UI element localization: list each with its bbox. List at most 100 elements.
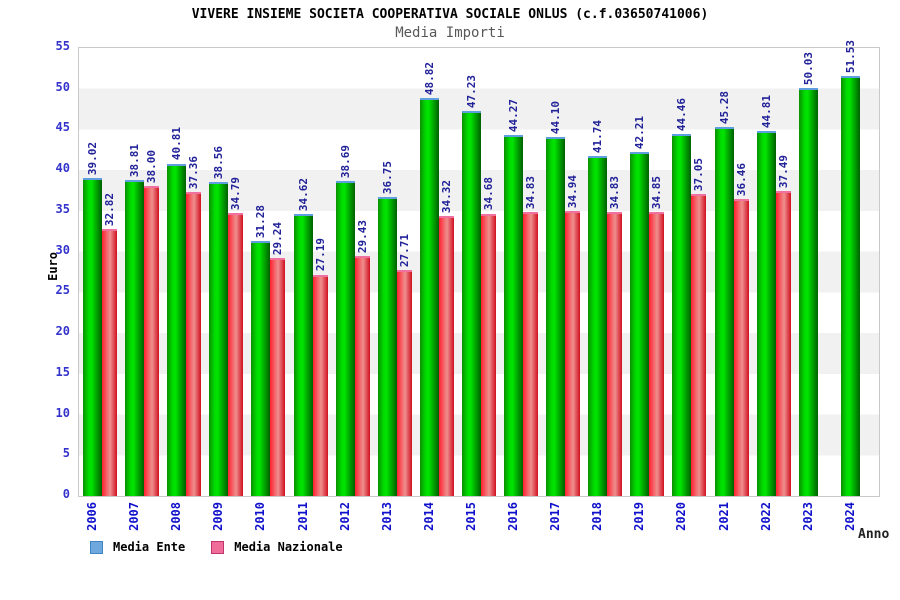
- y-tick-35: 35: [55, 201, 70, 216]
- bar-media-ente-2022: [756, 131, 776, 496]
- bar-media-ente-2021: [714, 127, 734, 496]
- bar-media-nazionale-2012: [354, 256, 370, 496]
- bar-group-2021: 45.28 36.46: [711, 48, 753, 496]
- bar-media-ente-2011: [293, 214, 313, 496]
- x-tick-2010: 2010: [253, 502, 268, 531]
- bar-media-nazionale-2013: [396, 270, 412, 496]
- bar-media-nazionale-2009: [228, 212, 244, 496]
- bar-value-media-ente-2007: 38.81: [128, 143, 142, 177]
- bar-media-nazionale-2016: [523, 212, 539, 496]
- y-tick-0: 0: [62, 487, 70, 501]
- bar-value-media-ente-2017: 44.10: [549, 100, 563, 134]
- x-tick-2015: 2015: [463, 502, 478, 531]
- bar-group-2019: 42.21 34.85: [626, 48, 668, 496]
- bar-group-2014: 48.82 34.32: [416, 48, 458, 496]
- bar-group-2011: 34.62 27.19: [290, 48, 332, 496]
- bar-value-media-nazionale-2016: 34.83: [524, 176, 538, 210]
- bar-group-2016: 44.27 34.83: [500, 48, 542, 496]
- legend-item-media-ente: Media Ente: [90, 540, 185, 554]
- legend-swatch-icon: [211, 540, 225, 554]
- bar-media-nazionale-2011: [312, 274, 328, 496]
- bar-media-ente-2017: [546, 136, 566, 496]
- x-tick-2023: 2023: [800, 502, 815, 531]
- legend-label: Media Nazionale: [234, 540, 343, 554]
- bar-value-media-ente-2006: 39.02: [86, 142, 99, 176]
- bar-group-2023: 50.03: [795, 48, 837, 496]
- x-tick-2022: 2022: [758, 502, 773, 531]
- bar-media-ente-2018: [588, 156, 608, 496]
- y-tick-15: 15: [55, 364, 70, 379]
- bar-value-media-ente-2016: 44.27: [507, 99, 521, 133]
- bar-media-nazionale-2019: [649, 212, 665, 496]
- bar-value-media-nazionale-2017: 34.94: [566, 175, 580, 209]
- x-axis-label: Anno: [858, 527, 890, 542]
- x-tick-2008: 2008: [169, 502, 184, 531]
- bar-group-2009: 38.56 34.79: [205, 48, 247, 496]
- bar-media-nazionale-2014: [438, 216, 454, 496]
- bar-value-media-ente-2021: 45.28: [717, 91, 731, 125]
- legend: Media Ente Media Nazionale: [90, 540, 369, 554]
- bar-value-media-ente-2011: 34.62: [296, 177, 310, 212]
- bar-media-ente-2020: [672, 133, 692, 496]
- x-tick-2016: 2016: [506, 502, 521, 531]
- bar-group-2010: 31.28 29.24: [247, 48, 289, 496]
- bar-value-media-ente-2012: 38.69: [338, 144, 352, 178]
- bar-group-2013: 36.75 27.71: [374, 48, 416, 496]
- bar-media-ente-2014: [419, 98, 439, 496]
- bar-media-ente-2015: [461, 111, 481, 496]
- bar-media-nazionale-2010: [270, 257, 286, 496]
- bar-group-2007: 38.81 38.00: [121, 48, 163, 496]
- x-tick-2017: 2017: [548, 502, 563, 531]
- bar-media-ente-2012: [335, 180, 355, 496]
- bar-value-media-nazionale-2009: 34.79: [229, 176, 243, 210]
- bar-value-media-nazionale-2008: 37.36: [187, 155, 201, 189]
- bar-media-ente-2010: [251, 241, 271, 496]
- bar-value-media-ente-2009: 38.56: [212, 145, 226, 179]
- bar-media-ente-2006: [83, 178, 102, 496]
- bar-value-media-nazionale-2012: 29.43: [355, 220, 369, 254]
- bar-value-media-nazionale-2007: 38.00: [145, 150, 159, 184]
- bar-media-ente-2019: [630, 152, 650, 496]
- bar-value-media-nazionale-2019: 34.85: [650, 176, 664, 210]
- bar-value-media-nazionale-2014: 34.32: [439, 180, 453, 214]
- bar-value-media-ente-2008: 40.81: [170, 127, 184, 161]
- x-tick-2019: 2019: [632, 502, 647, 531]
- bar-media-nazionale-2020: [691, 194, 707, 496]
- bar-group-2024: 51.53: [837, 40, 879, 496]
- x-tick-2007: 2007: [127, 502, 142, 531]
- x-tick-2006: 2006: [85, 502, 99, 531]
- bar-value-media-nazionale-2006: 32.82: [103, 192, 116, 226]
- bar-value-media-ente-2019: 42.21: [633, 116, 647, 150]
- y-tick-10: 10: [55, 405, 70, 420]
- bar-value-media-ente-2022: 44.81: [759, 94, 773, 129]
- legend-label: Media Ente: [113, 540, 186, 554]
- bar-value-media-nazionale-2011: 27.19: [313, 238, 327, 272]
- bar-value-media-nazionale-2018: 34.83: [608, 176, 622, 210]
- x-tick-2009: 2009: [211, 502, 226, 531]
- bar-media-ente-2009: [209, 181, 229, 496]
- x-tick-2018: 2018: [590, 502, 605, 531]
- bar-media-ente-2024: [840, 76, 860, 496]
- bar-media-ente-2008: [167, 163, 187, 496]
- bar-media-nazionale-2006: [102, 228, 117, 496]
- bar-value-media-ente-2023: 50.03: [801, 52, 815, 86]
- bar-value-media-nazionale-2013: 27.71: [397, 234, 411, 268]
- chart-title: VIVERE INSIEME SOCIETA COOPERATIVA SOCIA…: [191, 7, 709, 22]
- x-tick-2014: 2014: [421, 502, 436, 531]
- y-tick-20: 20: [55, 324, 70, 339]
- y-tick-45: 45: [55, 120, 70, 135]
- bar-media-ente-2013: [377, 196, 397, 496]
- bar-media-ente-2023: [798, 88, 818, 496]
- x-tick-2011: 2011: [295, 502, 310, 531]
- bar-value-media-nazionale-2015: 34.68: [481, 177, 495, 211]
- bar-group-2022: 44.81 37.49: [753, 48, 795, 496]
- bar-value-media-ente-2013: 36.75: [380, 160, 394, 194]
- legend-swatch-icon: [90, 540, 103, 554]
- bar-group-2017: 44.10 34.94: [542, 48, 584, 496]
- bar-media-nazionale-2007: [144, 186, 160, 496]
- bar-group-2008: 40.81 37.36: [163, 48, 205, 496]
- y-tick-30: 30: [55, 242, 70, 257]
- bar-value-media-ente-2020: 44.46: [675, 97, 689, 131]
- bar-value-media-ente-2015: 47.23: [464, 75, 478, 109]
- bar-media-nazionale-2015: [480, 213, 496, 496]
